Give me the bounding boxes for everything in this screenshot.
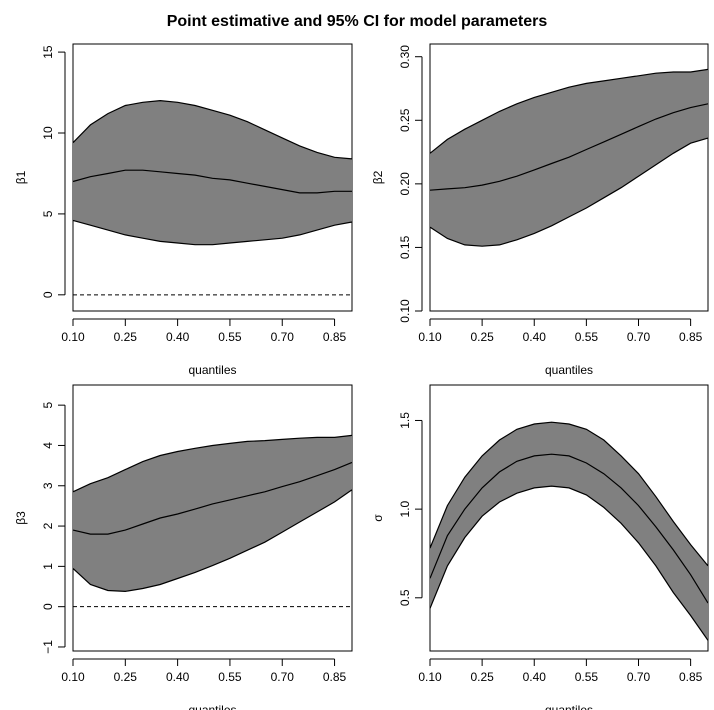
x-axis-label: quantiles (188, 703, 236, 710)
figure-title: Point estimative and 95% CI for model pa… (167, 13, 548, 30)
y-axis-label: β1 (14, 170, 28, 184)
y-tick-label: 0 (41, 291, 55, 298)
x-tick-label: 0.55 (218, 670, 242, 684)
x-tick-label: 0.25 (114, 670, 138, 684)
x-tick-label: 0.85 (679, 670, 703, 684)
point-estimate-line (72, 169, 352, 194)
ci-upper-line (72, 434, 353, 493)
y-tick-label: 1.0 (398, 500, 412, 517)
y-tick-label: 2 (41, 522, 55, 529)
panels: 0.10 0.25 0.40 0.55 0.70 0.85quantiles051015β… (14, 43, 709, 710)
y-tick-label: 5 (41, 401, 55, 408)
y-tick-label: 0.10 (398, 299, 412, 323)
y-tick-label: 5 (41, 210, 55, 217)
x-tick-label: 0.40 (523, 670, 547, 684)
x-tick-label: 0.85 (323, 330, 347, 344)
x-tick-label: 0.85 (679, 330, 703, 344)
x-tick-label: 0.25 (470, 330, 494, 344)
y-tick-label: −1 (41, 640, 55, 654)
panel-4: 0.10 0.25 0.40 0.55 0.70 0.85 quantiles 0.5 1.0 1… (371, 384, 709, 710)
x-tick-label: 0.55 (218, 330, 242, 344)
y-tick-label: 0.25 (398, 108, 412, 132)
x-tick-label: 0.40 (166, 330, 190, 344)
y-tick-label: 4 (41, 442, 55, 449)
point-estimate-line (72, 461, 353, 535)
x-tick-label: 0.55 (575, 670, 599, 684)
ci-upper-line (429, 68, 709, 154)
x-tick-label: 0.55 (575, 330, 599, 344)
x-tick-label: 0.70 (627, 330, 651, 344)
y-axis-label: σ (371, 514, 385, 522)
y-tick-label: 3 (41, 482, 55, 489)
x-axis-label: quantiles (188, 363, 236, 377)
x-tick-label: 0.10 (418, 670, 442, 684)
x-tick-label: 0.40 (523, 330, 547, 344)
point-estimate-line (429, 103, 709, 191)
x-tick-label: 0.10 (61, 670, 85, 684)
ci-lower-line (429, 137, 709, 247)
plot-frame (429, 384, 709, 652)
y-tick-label: 0.20 (398, 172, 412, 196)
x-tick-label: 0.70 (627, 670, 651, 684)
point-estimate-line (429, 453, 709, 604)
ci-lower-line (72, 489, 353, 593)
ci-band (430, 422, 708, 641)
y-tick-label: 0.15 (398, 235, 412, 259)
y-axis-label: β2 (371, 170, 385, 184)
y-axis-label: β3 (14, 511, 28, 525)
x-axis-label: quantiles (545, 363, 593, 377)
y-tick-label: 0.5 (398, 589, 412, 606)
y-tick-label: 1.5 (398, 412, 412, 429)
x-tick-label: 0.40 (166, 670, 190, 684)
x-tick-label: 0.10 (418, 330, 442, 344)
ci-band (73, 100, 352, 245)
x-axis-label: quantiles (545, 703, 593, 710)
y-tick-label: 0 (41, 603, 55, 610)
x-tick-label: 0.25 (470, 670, 494, 684)
x-tick-label: 0.25 (114, 330, 138, 344)
ci-band (73, 435, 352, 592)
y-tick-label: 15 (41, 45, 55, 59)
panel-1: 0.10 0.25 0.40 0.55 0.70 0.85 quantiles 0 5 10 15 β… (14, 43, 353, 377)
y-tick-label: 10 (41, 126, 55, 140)
x-tick-label: 0.70 (271, 670, 295, 684)
x-tick-label: 0.10 (61, 330, 85, 344)
y-tick-label: 1 (41, 563, 55, 570)
y-tick-label: 0.30 (398, 45, 412, 69)
x-tick-label: 0.85 (323, 670, 347, 684)
ci-lower-line (72, 219, 353, 246)
ci-upper-line (72, 99, 353, 160)
x-tick-label: 0.70 (271, 330, 295, 344)
panel-2: 0.10 0.25 0.40 0.55 0.70 0.85 quantiles 0.10 0.1… (371, 43, 709, 377)
ci-upper-line (429, 421, 709, 567)
ci-lower-line (429, 485, 709, 641)
panel-3: 0.10 0.25 0.40 0.55 0.70 0.85 quantiles −1 0 1 2 3 4… (14, 384, 353, 710)
